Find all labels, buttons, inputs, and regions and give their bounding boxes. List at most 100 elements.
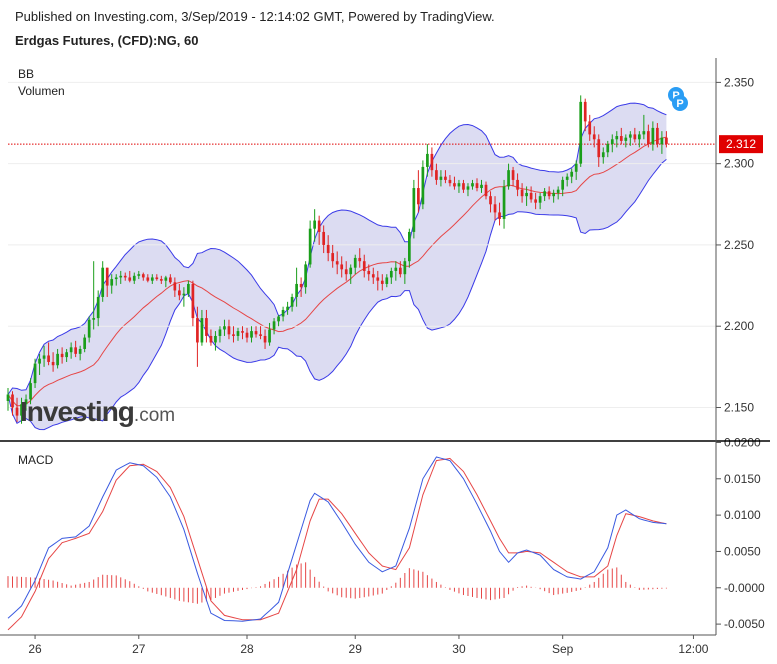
candle — [214, 331, 217, 351]
candle — [579, 95, 583, 167]
candle-body — [610, 139, 614, 145]
candle-body — [601, 152, 605, 158]
candle-body — [6, 394, 10, 401]
candle — [114, 274, 118, 286]
candle-body — [65, 352, 68, 358]
candle-body — [132, 275, 136, 281]
candle — [38, 353, 41, 375]
candle-body — [624, 137, 628, 141]
candle — [619, 127, 623, 145]
bb-lower-band — [7, 159, 667, 431]
candle-body — [642, 131, 646, 135]
candle-body — [597, 139, 601, 158]
candle — [656, 123, 659, 148]
candle — [403, 257, 407, 284]
candle — [205, 309, 208, 343]
candle-body — [592, 134, 596, 140]
candle-body — [389, 270, 393, 278]
candle — [507, 163, 510, 190]
candle — [498, 202, 501, 226]
candle-body — [516, 179, 519, 190]
candle — [556, 186, 560, 200]
candle-body — [489, 196, 492, 205]
candle-body — [453, 183, 456, 187]
candle — [376, 270, 380, 291]
candle-body — [223, 326, 226, 330]
candle-body — [484, 184, 488, 197]
candle-body — [168, 277, 172, 283]
candle — [164, 275, 168, 288]
candle — [516, 173, 519, 197]
candle — [529, 186, 533, 203]
candle — [236, 327, 240, 341]
candle-body — [196, 318, 199, 343]
candle-body — [123, 275, 127, 278]
candle-body — [69, 347, 73, 353]
pivot-marker[interactable]: P P — [668, 87, 688, 111]
price-tick-label: 2.350 — [724, 75, 754, 89]
candle — [647, 124, 650, 148]
candle-body — [344, 269, 348, 275]
candle-body — [322, 231, 326, 245]
candle — [20, 397, 23, 424]
candle-body — [628, 134, 632, 138]
candle-body — [96, 296, 100, 319]
candle — [344, 261, 348, 281]
candle — [624, 134, 628, 148]
candle-body — [656, 127, 659, 145]
candle-body — [574, 163, 578, 172]
candle-body — [119, 275, 123, 278]
candle-body — [29, 383, 32, 400]
candle — [353, 254, 357, 275]
candle — [367, 264, 371, 281]
candle-body — [146, 277, 150, 281]
candle — [561, 176, 565, 197]
candle — [407, 228, 411, 268]
candle — [78, 345, 82, 361]
price-tick-label: 2.150 — [724, 400, 754, 414]
candle-body — [394, 267, 398, 271]
price-tick-label: 2.250 — [724, 238, 754, 252]
candle-body — [141, 274, 145, 278]
macd-tick-label: 0.0100 — [724, 508, 761, 522]
candle-body — [543, 191, 546, 197]
candle — [637, 131, 641, 148]
candle — [326, 235, 330, 262]
candle-body — [24, 399, 28, 405]
candle — [475, 178, 479, 192]
candle — [232, 326, 235, 343]
candle-body — [137, 274, 141, 276]
candle — [178, 283, 181, 301]
candle — [570, 168, 574, 184]
candle-body — [155, 277, 159, 280]
candle-body — [430, 153, 434, 171]
candle-body — [286, 306, 289, 310]
candle — [462, 179, 465, 193]
candle — [606, 140, 610, 158]
candle-body — [250, 331, 253, 338]
candle-body — [367, 270, 371, 275]
candle-body — [236, 331, 240, 336]
candle-body — [187, 283, 190, 294]
candle — [173, 277, 177, 297]
candle — [511, 166, 515, 187]
candle-body — [218, 329, 222, 336]
candle — [592, 126, 596, 148]
candle — [51, 352, 55, 372]
candle — [150, 274, 154, 284]
candle — [588, 114, 592, 141]
candle-body — [317, 220, 321, 232]
candle-body — [110, 279, 114, 286]
candle-body — [92, 318, 96, 320]
candle — [389, 267, 393, 284]
candle-body — [272, 321, 276, 330]
candle — [471, 179, 474, 190]
macd-tick-label: 0.0200 — [724, 435, 761, 449]
candle-body — [525, 192, 528, 197]
time-tick-label: 26 — [28, 642, 42, 656]
candle — [83, 334, 87, 353]
candle — [453, 176, 456, 190]
time-tick-label: 29 — [349, 642, 363, 656]
candle — [489, 191, 492, 213]
